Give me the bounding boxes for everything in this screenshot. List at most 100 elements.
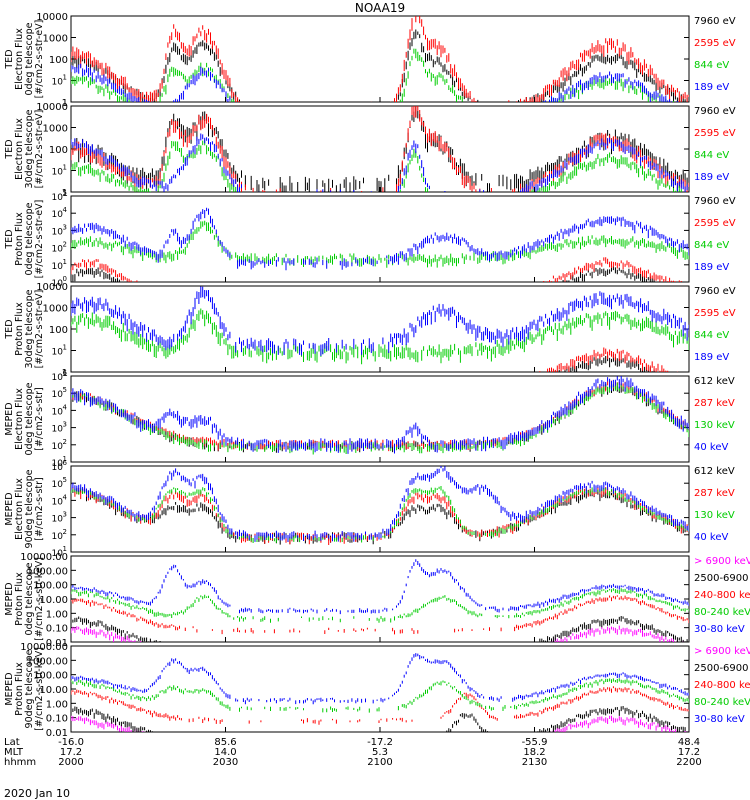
y-tick-exponent: 2 — [63, 241, 67, 249]
legend-entry: 240-800 keV — [694, 590, 750, 601]
legend-entry: 189 eV — [694, 172, 729, 183]
y-axis-label-line: Proton Flux — [14, 302, 25, 356]
legend-entry: > 6900 keV — [694, 556, 750, 567]
y-axis-label-line: [#/cm2-s-str-eV] — [34, 20, 45, 99]
y-axis-label: MEPEDElectron Flux0deg telescope[#/cm2-s… — [4, 382, 45, 455]
legend-entry: 130 keV — [694, 420, 735, 431]
legend-entry: 30-80 keV — [694, 714, 745, 725]
legend-entry: 130 keV — [694, 510, 735, 521]
series-189-ev — [71, 63, 689, 102]
y-tick-exponent: 4 — [63, 403, 68, 411]
legend-entry: 80-240 keV — [694, 697, 750, 708]
y-tick-label: 10.00 — [39, 595, 68, 606]
y-tick-label: 0.01 — [46, 728, 68, 739]
date-label: 2020 Jan 10 — [4, 787, 70, 800]
y-tick-exponent: 1 — [63, 455, 67, 463]
series-130-kev — [71, 486, 689, 543]
x-tick-label: -55.9 — [522, 737, 548, 748]
y-axis-label-line: [#/cm2-s-str-eV] — [34, 200, 45, 279]
y-tick-label: 10 — [52, 442, 64, 452]
y-tick-exponent: 2 — [63, 438, 67, 446]
y-tick-exponent: 3 — [63, 511, 67, 519]
y-tick-label: 10 — [52, 193, 64, 203]
y-tick-label: 10 — [52, 549, 64, 559]
y-axis-label-line: 0deg telescope — [24, 22, 35, 95]
legend-entry: 7960 eV — [694, 286, 736, 297]
y-tick-label: 1000.00 — [27, 656, 68, 667]
y-tick-label: 10000 — [36, 282, 68, 293]
series-7960-ev — [71, 266, 689, 282]
x-tick-label: 2200 — [676, 757, 701, 768]
series-40-kev — [71, 376, 689, 454]
y-tick-label: 1000 — [43, 34, 68, 45]
y-tick-exponent: 5 — [63, 386, 67, 394]
y-tick-label: 10000 — [36, 12, 68, 23]
legend-entry: 2595 eV — [694, 218, 736, 229]
series-189-ev — [71, 207, 689, 271]
series-2595-ev — [71, 257, 689, 282]
y-axis-label-line: Proton Flux — [14, 662, 25, 716]
y-axis-label: MEPEDProton Flux90deg telescope[#/cm2-s-… — [4, 647, 45, 731]
y-tick-label: 10 — [52, 425, 64, 435]
series-189-ev — [71, 133, 689, 192]
y-tick-label: 0.10 — [46, 714, 68, 725]
x-tick-label: 14.0 — [214, 747, 236, 758]
y-tick-label: 10 — [52, 262, 64, 272]
y-axis-label-line: Electron Flux — [14, 388, 25, 450]
y-axis-label-line: [#/cm2-s-str-eV] — [34, 110, 45, 189]
legend-entry: 2500-6900 — [694, 663, 749, 674]
y-tick-label: 10 — [52, 227, 64, 237]
legend-entry: 189 eV — [694, 352, 729, 363]
y-axis-label-line: TED — [4, 139, 15, 159]
y-tick-label: 10 — [52, 78, 64, 88]
y-axis-label: MEPEDProton Flux0deg telescope[#/cm2-s-s… — [4, 557, 45, 641]
series-2595-ev — [71, 16, 689, 102]
y-tick-label: 1.00 — [46, 699, 68, 710]
y-tick-label: 1.00 — [46, 609, 68, 620]
y-tick-exponent: 6 — [63, 459, 68, 467]
legend-entry: > 6900 keV — [694, 646, 750, 657]
panel-8: 0.010.101.0010.00100.001000.0010000.00ME… — [4, 642, 750, 739]
y-tick-label: 1 — [62, 98, 68, 109]
legend-entry: 844 eV — [694, 150, 729, 161]
y-axis-label: TEDProton Flux0deg telescope[#/cm2-s-str… — [4, 200, 45, 279]
y-tick-label: 10 — [52, 480, 64, 490]
series-844-ev — [71, 139, 689, 192]
x-tick-label: 5.3 — [372, 747, 388, 758]
series-287-kev — [71, 485, 689, 545]
y-tick-exponent: 3 — [63, 223, 67, 231]
y-tick-label: 100 — [49, 55, 68, 66]
y-tick-label: 10000.00 — [20, 642, 68, 653]
y-tick-exponent: 5 — [63, 189, 67, 197]
y-tick-label: 10000.00 — [20, 552, 68, 563]
y-tick-label: 10 — [52, 515, 64, 525]
y-tick-exponent: 1 — [63, 74, 67, 82]
legend-entry: 844 eV — [694, 60, 729, 71]
y-tick-exponent: 0 — [63, 275, 67, 283]
legend-entry: 189 eV — [694, 262, 729, 273]
y-axis-label-line: MEPED — [4, 582, 15, 615]
y-axis-label-line: 0deg telescope — [24, 202, 35, 275]
y-tick-label: 10 — [52, 532, 64, 542]
x-tick-label: 18.2 — [523, 747, 545, 758]
series-80-240-kev — [71, 588, 689, 623]
y-axis-label-line: MEPED — [4, 492, 15, 525]
legend-entry: 612 keV — [694, 376, 735, 387]
y-axis-label: TEDProton Flux30deg telescope[#/cm2-s-st… — [4, 289, 45, 368]
y-axis-label-line: [#/cm2-s-str-eV] — [34, 290, 45, 369]
y-tick-exponent: 3 — [63, 421, 67, 429]
series-80-240-kev — [71, 678, 689, 713]
legend-entry: 287 keV — [694, 398, 735, 409]
legend-entry: 2595 eV — [694, 128, 736, 139]
y-tick-exponent: 4 — [63, 493, 68, 501]
y-tick-label: 10 — [52, 373, 64, 383]
x-tick-label: 17.2 — [60, 747, 82, 758]
y-tick-label: 0.01 — [46, 638, 68, 649]
series-2500-6900 — [71, 706, 689, 732]
x-tick-label: 2100 — [367, 757, 392, 768]
x-row-label: MLT — [4, 747, 24, 758]
